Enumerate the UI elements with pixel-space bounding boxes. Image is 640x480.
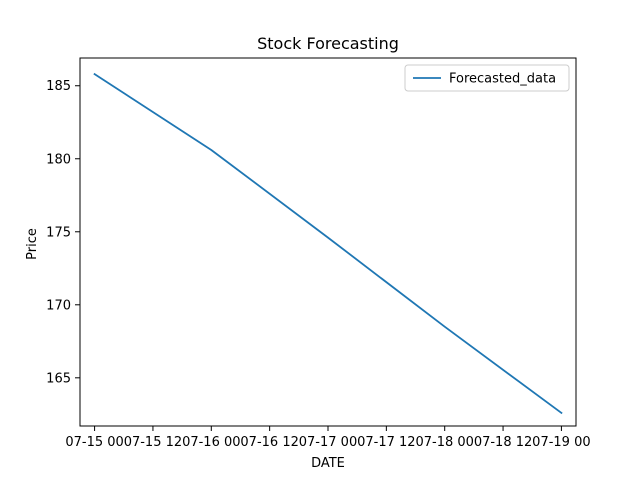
- x-tick-label: 07-18 12: [474, 435, 532, 450]
- x-axis-label: DATE: [311, 456, 345, 471]
- x-tick-label: 07-17 00: [299, 435, 357, 450]
- y-tick-label: 185: [46, 79, 71, 94]
- x-tick-label: 07-15 12: [124, 435, 182, 450]
- x-tick-label: 07-16 12: [240, 435, 298, 450]
- x-tick-label: 07-16 00: [182, 435, 240, 450]
- x-tick-label: 07-19 00: [532, 435, 590, 450]
- chart-title: Stock Forecasting: [257, 34, 399, 53]
- x-tick-label: 07-15 00: [65, 435, 123, 450]
- legend-box: [404, 64, 570, 92]
- series-line-0: [93, 72, 563, 415]
- x-tick-label: 07-18 00: [415, 435, 473, 450]
- y-tick-label: 165: [46, 371, 71, 386]
- legend-label: Forecasted_data: [449, 72, 556, 87]
- y-axis-label: Price: [25, 228, 40, 260]
- y-tick-label: 170: [46, 298, 71, 313]
- y-tick-label: 180: [46, 152, 71, 167]
- plot-area: 07-15 00 07-15 12 07-16 00 07-16 12 07-17 00…: [46, 57, 591, 450]
- legend: Forecasted_data: [404, 64, 570, 92]
- y-tick-label: 175: [46, 225, 71, 240]
- x-tick-label: 07-17 12: [357, 435, 415, 450]
